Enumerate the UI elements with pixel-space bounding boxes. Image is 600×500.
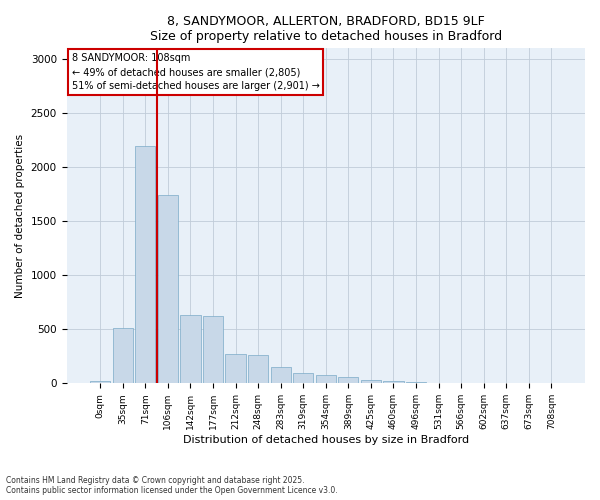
Bar (226, 354, 246, 384)
Title: 8, SANDYMOOR, ALLERTON, BRADFORD, BD15 9LF
Size of property relative to detached: 8, SANDYMOOR, ALLERTON, BRADFORD, BD15 9… (150, 15, 502, 43)
Bar (271, 366, 291, 384)
Bar (158, 196, 178, 384)
Bar (406, 382, 426, 384)
Bar (338, 378, 358, 384)
Bar (113, 328, 133, 384)
X-axis label: Distribution of detached houses by size in Bradford: Distribution of detached houses by size … (183, 435, 469, 445)
Text: Contains HM Land Registry data © Crown copyright and database right 2025.
Contai: Contains HM Land Registry data © Crown c… (6, 476, 338, 495)
Y-axis label: Number of detached properties: Number of detached properties (15, 134, 25, 298)
Bar (181, 316, 200, 384)
Bar (203, 316, 223, 384)
Bar (361, 380, 381, 384)
Text: 8 SANDYMOOR: 108sqm
← 49% of detached houses are smaller (2,805)
51% of semi-det: 8 SANDYMOOR: 108sqm ← 49% of detached ho… (72, 54, 320, 92)
Bar (383, 381, 404, 384)
Bar (293, 372, 313, 384)
Bar (248, 354, 268, 384)
Bar (316, 375, 336, 384)
Bar (135, 146, 155, 384)
Bar (90, 381, 110, 384)
